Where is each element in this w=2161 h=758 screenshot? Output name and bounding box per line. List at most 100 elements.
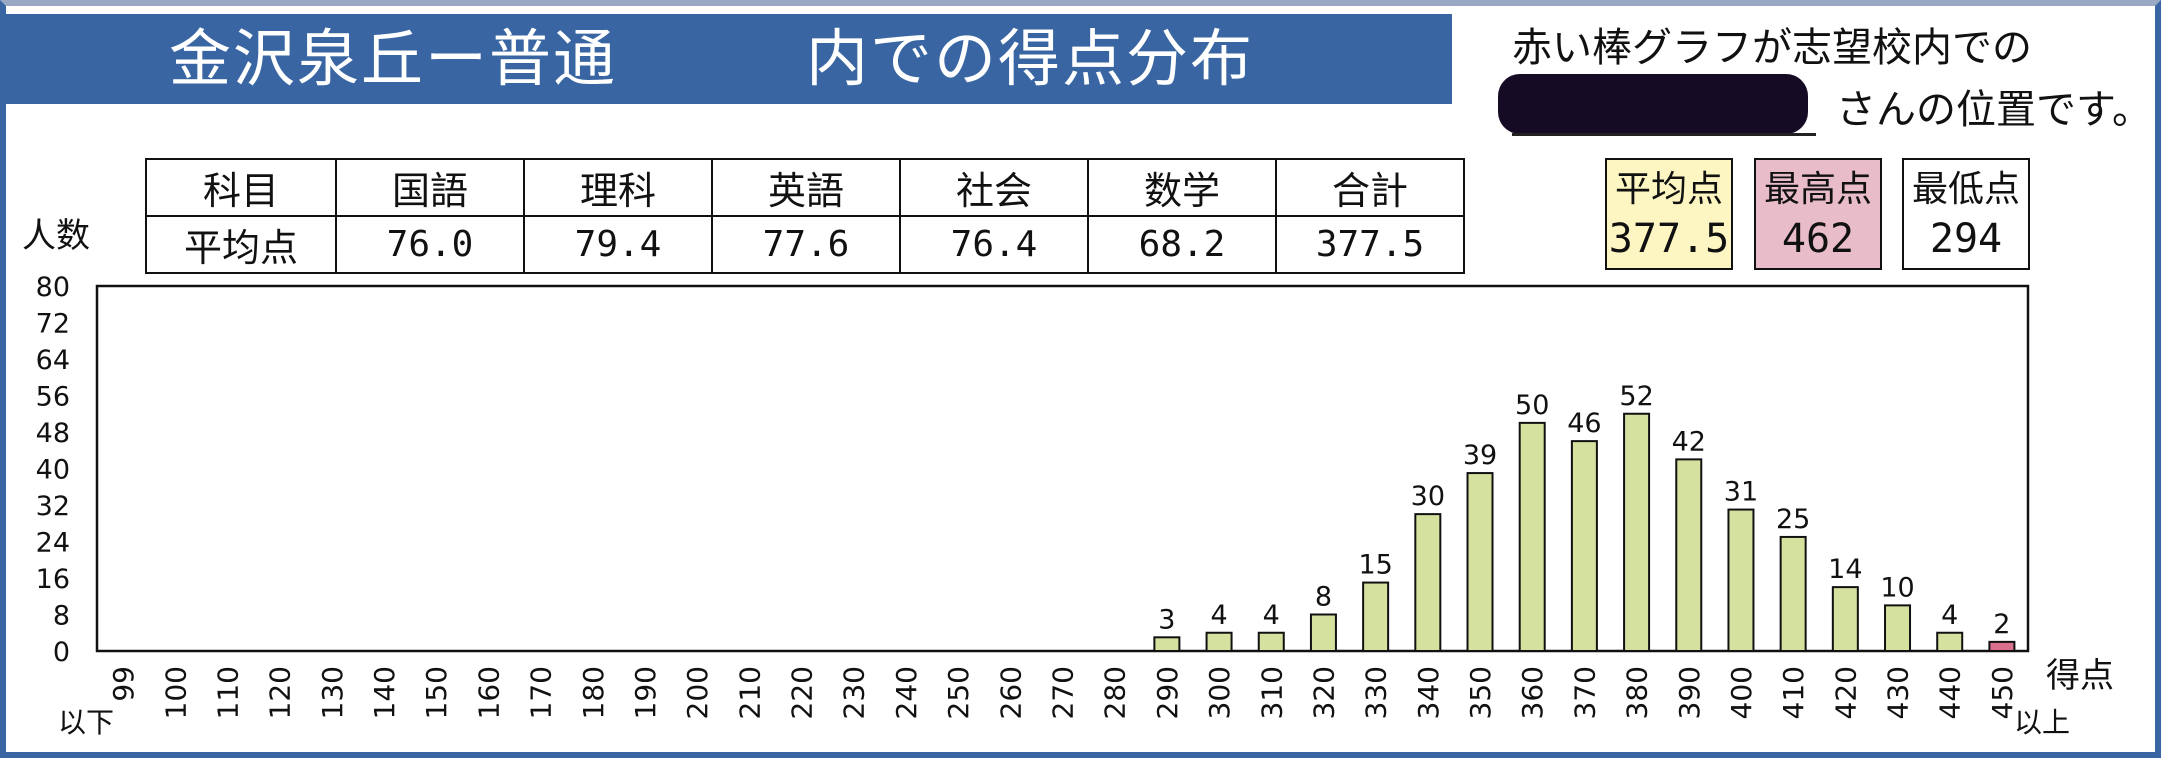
min-score-value: 294 — [1929, 216, 2003, 262]
bar — [1988, 640, 2016, 652]
title-bar: 金沢泉丘ー普通 内での得点分布 — [6, 14, 1452, 104]
x-axis-start-note: 以下 — [58, 706, 115, 739]
x-tick-label: 400 — [1725, 666, 1758, 719]
x-tick-label: 270 — [1047, 666, 1080, 719]
bar-value-label: 4 — [1210, 600, 1227, 631]
bar-value-label: 3 — [1158, 604, 1175, 635]
bar — [1831, 586, 1859, 652]
average-score-box: 平均点 377.5 — [1605, 158, 1733, 270]
bar — [1779, 535, 1807, 652]
table-row: 平均点 76.0 79.4 77.6 76.4 68.2 377.5 — [145, 215, 1465, 274]
bar — [1414, 513, 1442, 652]
y-tick-label: 0 — [53, 637, 70, 668]
x-tick-label: 420 — [1829, 666, 1862, 719]
x-tick-label: 440 — [1934, 666, 1967, 719]
table-header-cell: 数学 — [1087, 158, 1277, 217]
x-tick-label: 290 — [1151, 666, 1184, 719]
bar-value-label: 30 — [1411, 481, 1445, 512]
redacted-underline — [1512, 133, 1816, 136]
bar — [1884, 604, 1912, 652]
y-tick-label: 56 — [36, 382, 70, 413]
x-tick-label: 280 — [1099, 666, 1132, 719]
x-tick-label: 260 — [994, 666, 1027, 719]
x-tick-label: 320 — [1307, 666, 1340, 719]
x-tick-label: 160 — [472, 666, 505, 719]
bar — [1466, 472, 1494, 652]
bar-value-label: 4 — [1941, 600, 1958, 631]
y-tick-label: 40 — [36, 455, 70, 486]
x-tick-label: 240 — [890, 666, 923, 719]
x-tick-label: 350 — [1464, 666, 1497, 719]
x-tick-label: 170 — [525, 666, 558, 719]
table-cell: 79.4 — [523, 215, 713, 274]
y-tick-label: 24 — [36, 528, 70, 559]
table-header-cell: 合計 — [1275, 158, 1465, 217]
bar — [1936, 631, 1964, 652]
y-tick-label: 72 — [36, 309, 70, 340]
y-axis-label: 人数 — [22, 216, 90, 256]
bar-value-label: 52 — [1619, 381, 1653, 412]
bar-value-label: 42 — [1672, 426, 1706, 457]
x-tick-label: 150 — [420, 666, 453, 719]
min-score-box: 最低点 294 — [1902, 158, 2030, 270]
x-tick-label: 360 — [1516, 666, 1549, 719]
x-axis-end-note: 以上 — [2014, 706, 2071, 739]
x-tick-label: 190 — [629, 666, 662, 719]
x-tick-label: 370 — [1568, 666, 1601, 719]
table-header-cell: 社会 — [899, 158, 1089, 217]
table-row-label: 平均点 — [145, 215, 337, 274]
y-tick-label: 48 — [36, 418, 70, 449]
bar-value-label: 10 — [1880, 572, 1914, 603]
x-tick-label: 130 — [316, 666, 349, 719]
bar-value-label: 8 — [1315, 582, 1332, 613]
x-tick-label: 230 — [838, 666, 871, 719]
x-tick-label: 300 — [1203, 666, 1236, 719]
bar — [1623, 412, 1651, 652]
x-tick-label: 390 — [1673, 666, 1706, 719]
bar-value-label: 15 — [1358, 550, 1392, 581]
redacted-name — [1498, 74, 1808, 134]
x-tick-label: 220 — [786, 666, 819, 719]
x-tick-label: 380 — [1621, 666, 1654, 719]
bar-value-label: 50 — [1515, 390, 1549, 421]
x-tick-label: 200 — [681, 666, 714, 719]
bar — [1570, 440, 1598, 652]
table-cell: 76.0 — [335, 215, 525, 274]
bar — [1205, 631, 1233, 652]
y-tick-label: 16 — [36, 564, 70, 595]
note-line2: さんの位置です。 — [1836, 87, 2152, 133]
bar — [1153, 636, 1181, 652]
table-cell: 377.5 — [1275, 215, 1465, 274]
bar — [1518, 421, 1546, 652]
x-tick-label: 410 — [1777, 666, 1810, 719]
y-tick-label: 64 — [36, 345, 70, 376]
table-header-cell: 国語 — [335, 158, 525, 217]
x-tick-label: 250 — [942, 666, 975, 719]
bar — [1362, 581, 1390, 652]
table-cell: 76.4 — [899, 215, 1089, 274]
x-tick-label: 100 — [159, 666, 192, 719]
table-cell: 68.2 — [1087, 215, 1277, 274]
plot-area-frame — [95, 284, 2030, 653]
average-score-label: 平均点 — [1614, 169, 1723, 210]
title-caption: 内での得点分布 — [806, 22, 1255, 95]
note-line1: 赤い棒グラフが志望校内での — [1512, 25, 2032, 71]
y-tick-label: 8 — [53, 601, 70, 632]
title-school: 金沢泉丘ー普通 — [169, 22, 618, 95]
bar — [1675, 458, 1703, 652]
x-tick-label: 120 — [264, 666, 297, 719]
bar-value-label: 46 — [1567, 408, 1601, 439]
x-tick-label: 180 — [577, 666, 610, 719]
x-tick-label: 140 — [368, 666, 401, 719]
bar-value-label: 25 — [1776, 504, 1810, 535]
min-score-label: 最低点 — [1911, 169, 2020, 210]
x-tick-label: 210 — [733, 666, 766, 719]
table-cell: 77.6 — [711, 215, 901, 274]
subject-average-table: 科目 国語 理科 英語 社会 数学 合計 平均点 76.0 79.4 77.6 … — [145, 158, 1465, 274]
bar-value-label: 31 — [1724, 477, 1758, 508]
x-tick-label: 430 — [1882, 666, 1915, 719]
bar — [1309, 613, 1337, 652]
table-header-cell: 英語 — [711, 158, 901, 217]
